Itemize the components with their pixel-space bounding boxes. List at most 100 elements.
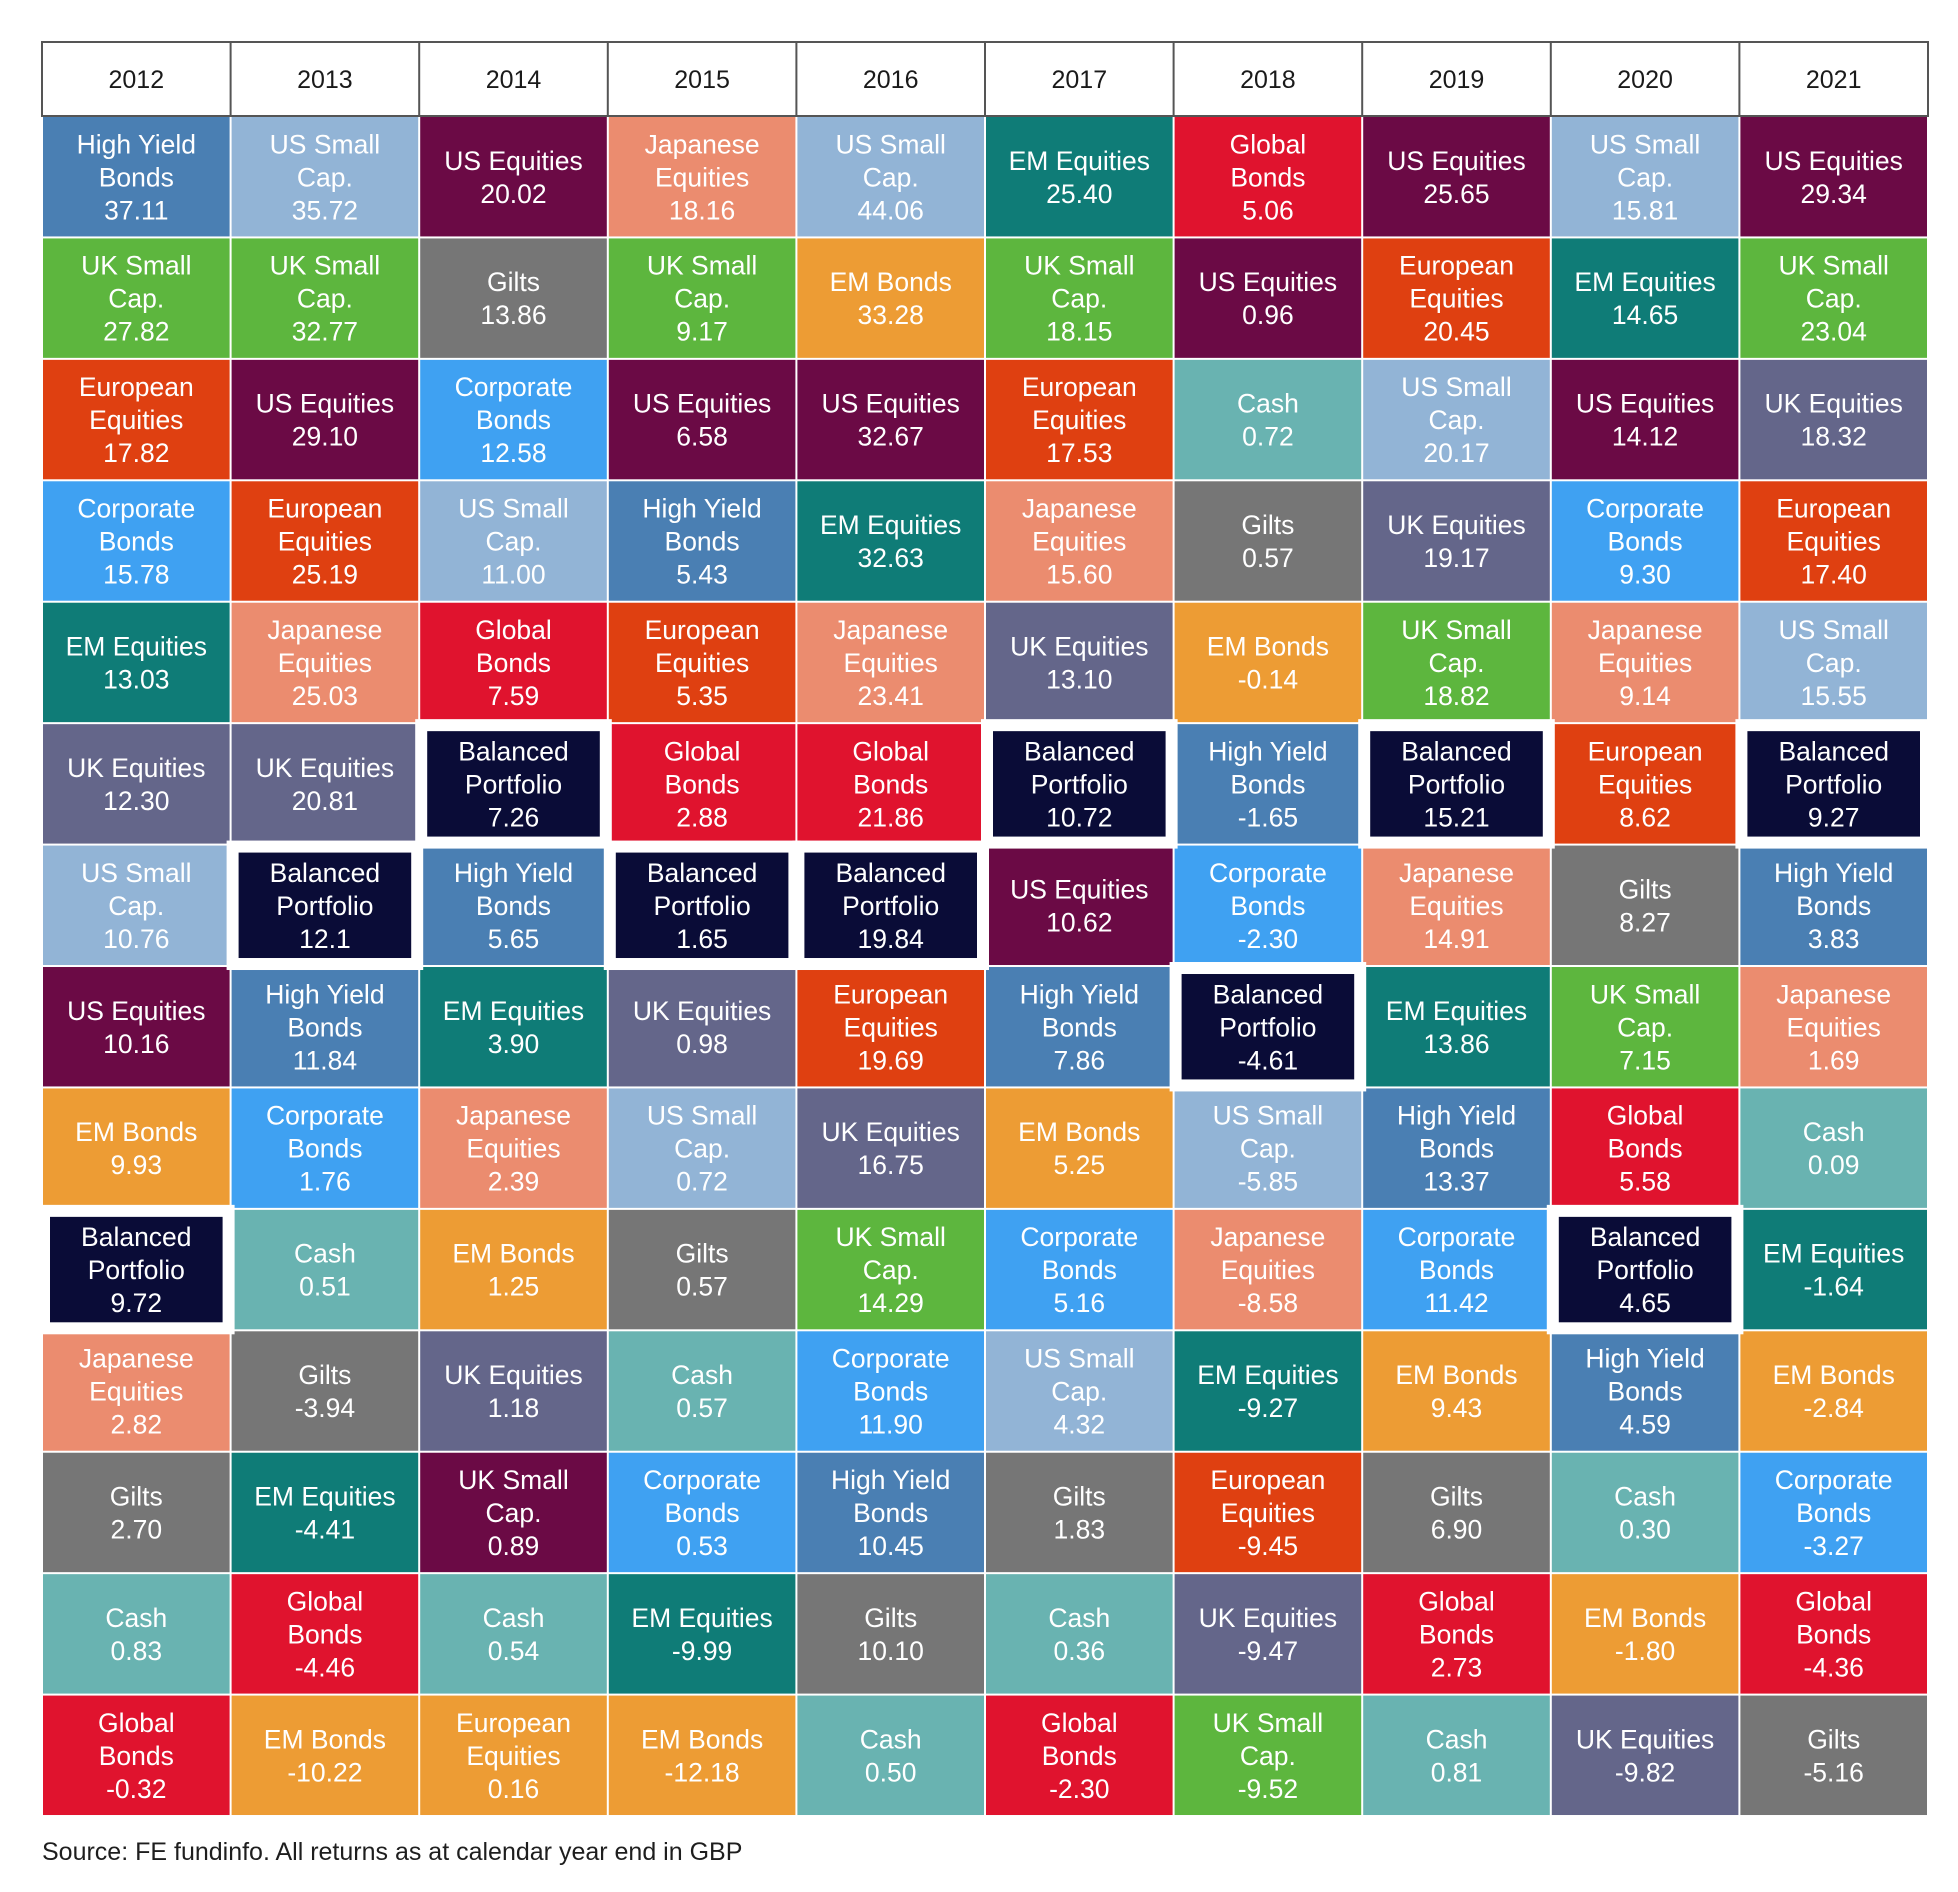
- year-label-2018: 2018: [1240, 66, 1296, 94]
- cell-asset-label: Bonds: [1419, 1255, 1494, 1285]
- cell-block: [608, 238, 796, 358]
- cell-asset-label: Bonds: [287, 1134, 362, 1164]
- cell-asset-label: UK Equities: [1764, 389, 1902, 419]
- cell-asset-label: High Yield: [1774, 858, 1893, 888]
- cell-2021-em-equities: EM Equities-1.64: [1740, 1209, 1927, 1330]
- cell-value: 2.82: [111, 1410, 163, 1440]
- cell-block: [608, 1088, 796, 1208]
- cell-block: [43, 1695, 230, 1816]
- cell-block: [1370, 731, 1543, 837]
- cell-asset-label: Balanced: [81, 1222, 192, 1252]
- cell-value: 0.57: [676, 1393, 728, 1423]
- cell-asset-label: UK Equities: [1010, 631, 1148, 661]
- cell-asset-label: US Equities: [1576, 389, 1714, 419]
- cell-asset-label: UK Small: [1778, 251, 1888, 281]
- cell-block: [1740, 602, 1927, 723]
- cell-block: [231, 602, 419, 723]
- cell-asset-label: Cap.: [1617, 1012, 1673, 1042]
- cell-asset-label: Cap.: [1240, 1741, 1296, 1771]
- cell-asset-label: Japanese: [79, 1344, 194, 1374]
- cell-asset-label: European: [1022, 372, 1137, 402]
- cell-asset-label: EM Equities: [1386, 996, 1527, 1026]
- cell-asset-label: High Yield: [831, 1465, 950, 1495]
- cell-value: 0.57: [1242, 543, 1294, 573]
- cell-asset-label: Gilts: [110, 1481, 163, 1511]
- cell-value: -4.36: [1803, 1652, 1863, 1682]
- cell-block: [231, 238, 419, 358]
- cell-block: [1551, 967, 1739, 1087]
- cell-value: 1.65: [676, 924, 728, 954]
- cell-asset-label: Portfolio: [1408, 769, 1505, 799]
- cell-value: -9.27: [1238, 1393, 1298, 1423]
- cell-block: [1551, 602, 1739, 723]
- cell-block: [1174, 117, 1362, 237]
- cell-asset-label: UK Equities: [67, 753, 205, 783]
- cell-block: [797, 1452, 984, 1573]
- cell-asset-label: Equities: [844, 648, 938, 678]
- cell-value: 32.67: [858, 422, 924, 452]
- cell-block: [231, 724, 419, 844]
- year-label-2021: 2021: [1806, 66, 1862, 94]
- cell-block: [231, 1088, 419, 1208]
- cell-asset-label: Global: [1607, 1101, 1684, 1131]
- cell-asset-label: US Small: [1590, 129, 1700, 159]
- cell-value: 14.29: [858, 1288, 924, 1318]
- cell-asset-label: Japanese: [1776, 979, 1891, 1009]
- cell-block: [608, 1574, 796, 1694]
- cell-value: -9.45: [1238, 1531, 1298, 1561]
- cell-asset-label: Global: [664, 736, 741, 766]
- cell-asset-label: EM Bonds: [641, 1724, 763, 1754]
- cell-2021-em-bonds: EM Bonds-2.84: [1740, 1331, 1927, 1451]
- cell-block: [797, 1331, 984, 1451]
- cell-asset-label: Bonds: [853, 1498, 928, 1528]
- cell-block: [43, 967, 230, 1087]
- cell-value: 18.32: [1801, 422, 1867, 452]
- cell-value: 15.78: [103, 560, 169, 590]
- cell-asset-label: Bonds: [1796, 1619, 1871, 1649]
- cell-asset-label: EM Bonds: [1207, 631, 1329, 661]
- cell-value: 12.1: [299, 924, 351, 954]
- cell-value: 7.15: [1619, 1045, 1671, 1075]
- cell-block: [986, 238, 1173, 358]
- cell-asset-label: High Yield: [642, 494, 761, 524]
- cell-block: [993, 731, 1166, 837]
- cell-value: 35.72: [292, 195, 358, 225]
- cell-asset-label: Cap.: [297, 162, 353, 192]
- cell-asset-label: Bonds: [1230, 162, 1305, 192]
- cell-asset-label: EM Bonds: [1584, 1603, 1706, 1633]
- cell-asset-label: Balanced: [1024, 736, 1135, 766]
- cell-block: [231, 967, 419, 1087]
- cell-value: 18.16: [669, 195, 735, 225]
- cell-asset-label: Cap.: [1240, 1134, 1296, 1164]
- cell-asset-label: Bonds: [1042, 1741, 1117, 1771]
- cell-value: 0.30: [1619, 1514, 1671, 1544]
- cell-block: [420, 1088, 607, 1208]
- cell-asset-label: Cap.: [297, 284, 353, 314]
- cell-asset-label: High Yield: [1397, 1101, 1516, 1131]
- cell-asset-label: Global: [1418, 1586, 1495, 1616]
- cell-block: [420, 238, 607, 358]
- cell-asset-label: US Small: [1401, 372, 1511, 402]
- cell-asset-label: European: [1776, 494, 1891, 524]
- cell-asset-label: European: [267, 494, 382, 524]
- cell-block: [797, 967, 984, 1087]
- cell-asset-label: Corporate: [832, 1344, 950, 1374]
